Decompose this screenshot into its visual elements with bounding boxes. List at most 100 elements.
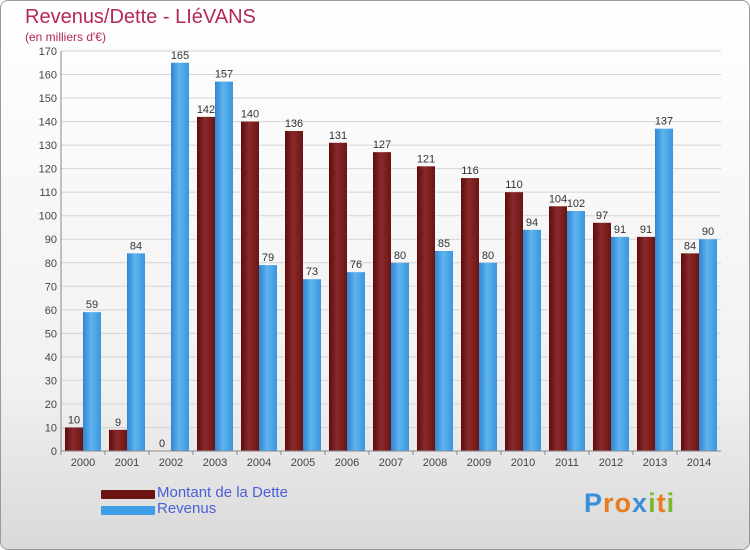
y-axis: 0 10 20 30 40 50 60 70 80 90 100 110 120 130 140 150 160… — [39, 46, 62, 458]
y-tick-label: 160 — [39, 70, 57, 82]
data-label: 59 — [86, 299, 98, 311]
x-tick-label: 2006 — [335, 457, 359, 469]
bar-dette-2009 — [461, 178, 479, 451]
y-tick-label: 100 — [39, 211, 57, 223]
data-label: 80 — [482, 250, 494, 262]
x-tick-label: 2013 — [643, 457, 667, 469]
bar-revenus-2004 — [259, 265, 277, 451]
data-label: 121 — [417, 153, 435, 165]
data-label: 85 — [438, 238, 450, 250]
y-tick-label: 170 — [39, 46, 57, 58]
x-tick-label: 2005 — [291, 457, 315, 469]
data-label: 73 — [306, 266, 318, 278]
y-tick-label: 130 — [39, 140, 57, 152]
y-tick-label: 10 — [45, 422, 57, 434]
bar-revenus-2008 — [435, 251, 453, 451]
y-tick-label: 110 — [39, 187, 57, 199]
y-tick-label: 40 — [45, 352, 57, 364]
x-tick-label: 2000 — [71, 457, 95, 469]
data-label: 110 — [505, 179, 523, 191]
logo-letter: x — [632, 488, 649, 518]
bar-revenus-2006 — [347, 272, 365, 451]
bar-dette-2011 — [549, 206, 567, 451]
data-label: 104 — [549, 193, 567, 205]
bar-revenus-2014 — [699, 239, 717, 451]
bar-revenus-2013 — [655, 128, 673, 451]
y-tick-label: 90 — [45, 234, 57, 246]
data-label: 142 — [197, 104, 215, 116]
bar-revenus-2007 — [391, 262, 409, 451]
bar-dette-2010 — [505, 192, 523, 452]
y-tick-label: 150 — [39, 93, 57, 105]
data-label: 102 — [567, 198, 585, 210]
bar-revenus-2012 — [611, 236, 629, 451]
y-tick-label: 80 — [45, 258, 57, 270]
data-label: 91 — [614, 224, 626, 236]
chart-subtitle: (en milliers d'€) — [25, 30, 106, 44]
bar-dette-2006 — [329, 142, 347, 451]
data-label: 136 — [285, 118, 303, 130]
legend-swatch-debt — [101, 490, 155, 499]
x-tick-label: 2009 — [467, 457, 491, 469]
bar-dette-2004 — [241, 121, 259, 452]
bar-revenus-2001 — [127, 253, 145, 451]
data-label: 116 — [461, 165, 479, 177]
data-label: 131 — [329, 130, 347, 142]
y-tick-label: 120 — [39, 164, 57, 176]
bar-revenus-2009 — [479, 262, 497, 451]
data-label: 76 — [350, 259, 362, 271]
y-tick-label: 70 — [45, 281, 57, 293]
proxiti-logo: Proxiti — [584, 488, 675, 519]
data-label: 165 — [171, 50, 189, 62]
y-tick-label: 50 — [45, 328, 57, 340]
data-label: 97 — [596, 210, 608, 222]
bar-revenus-2000 — [83, 312, 101, 451]
x-tick-label: 2001 — [115, 457, 139, 469]
chart-title: Revenus/Dette - LIéVANS — [25, 6, 256, 28]
x-tick-label: 2004 — [247, 457, 271, 469]
bar-dette-2012 — [593, 222, 611, 451]
bar-dette-2005 — [285, 131, 303, 451]
data-label: 9 — [115, 417, 121, 429]
data-label: 90 — [702, 226, 714, 238]
data-label: 84 — [130, 240, 142, 252]
bar-dette-2013 — [637, 236, 655, 451]
data-label: 80 — [394, 250, 406, 262]
bar-dette-2007 — [373, 152, 391, 452]
y-tick-label: 140 — [39, 117, 57, 129]
x-tick-label: 2012 — [599, 457, 623, 469]
logo-letter: i — [666, 488, 676, 518]
data-label: 84 — [684, 240, 696, 252]
x-tick-label: 2008 — [423, 457, 447, 469]
logo-letter: P — [584, 488, 604, 518]
data-label: 137 — [655, 116, 673, 128]
bar-dette-2014 — [681, 253, 699, 451]
logo-letter: i — [648, 488, 657, 518]
data-label: 157 — [215, 69, 233, 81]
x-tick-label: 2002 — [159, 457, 183, 469]
x-tick-label: 2003 — [203, 457, 227, 469]
x-axis: 2000 2001 2002 2003 2004 2005 2006 2007 2008 2009… — [60, 450, 721, 469]
data-label: 94 — [526, 217, 538, 229]
data-label: 91 — [640, 224, 652, 236]
data-label: 0 — [159, 438, 165, 450]
legend-swatch-revenus — [101, 506, 155, 515]
y-tick-label: 0 — [51, 446, 57, 458]
bar-revenus-2005 — [303, 279, 321, 451]
legend-label-debt: Montant de la Dette — [157, 484, 288, 501]
bar-revenus-2011 — [567, 211, 585, 451]
data-label: 127 — [373, 139, 391, 151]
y-tick-label: 30 — [45, 375, 57, 387]
bar-dette-2008 — [417, 166, 435, 451]
y-tick-label: 20 — [45, 399, 57, 411]
x-tick-label: 2010 — [511, 457, 535, 469]
x-tick-label: 2014 — [687, 457, 711, 469]
logo-letter: o — [614, 488, 633, 518]
bar-revenus-2002 — [171, 62, 189, 451]
data-label: 140 — [241, 109, 259, 121]
bar-dette-2003 — [197, 116, 215, 451]
bar-revenus-2003 — [215, 81, 233, 452]
legend-label-revenus: Revenus — [157, 500, 217, 517]
